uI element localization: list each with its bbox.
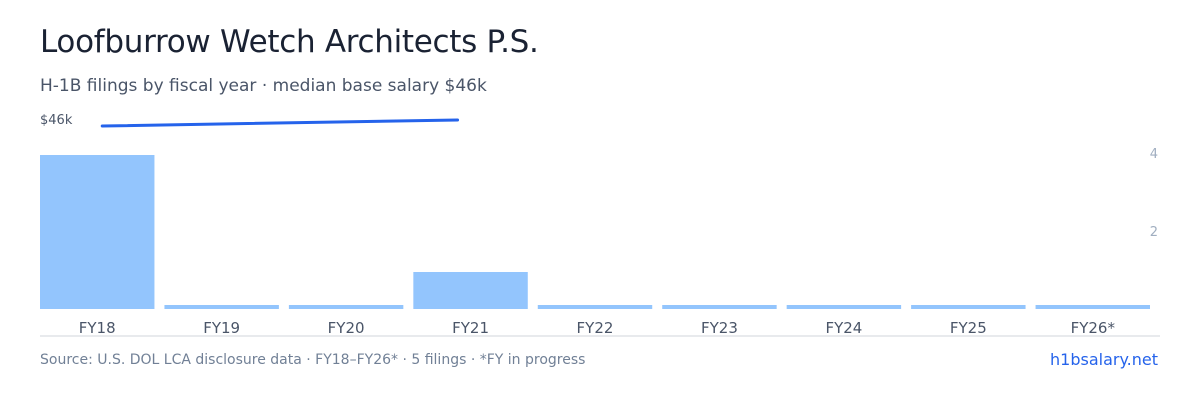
source-note: Source: U.S. DOL LCA disclosure data · F… [40, 352, 586, 368]
x-tick-label: FY19 [203, 319, 240, 337]
x-tick-label: FY26* [1071, 319, 1116, 337]
bar-chart: FY18 FY19 FY20 FY21 FY22 FY23 FY24 FY25 FY26* 2 4 $… [40, 113, 1160, 337]
bar-fy19 [164, 305, 279, 309]
chart-title: Loofburrow Wetch Architects P.S. [40, 24, 539, 60]
bar-fy25 [911, 305, 1026, 309]
site-link[interactable]: h1bsalary.net [1050, 350, 1158, 369]
chart-subtitle: H-1B filings by fiscal year · median bas… [40, 76, 487, 96]
bar-fy21 [413, 272, 528, 309]
x-tick-label: FY20 [328, 319, 365, 337]
bar-fy26-in-progress [1035, 305, 1150, 309]
x-tick-label: FY24 [825, 319, 862, 337]
bar-fy23 [662, 305, 777, 309]
x-tick-label: FY21 [452, 319, 489, 337]
median-salary-line [100, 118, 460, 128]
bar-fy24 [786, 305, 902, 309]
x-tick-label: FY25 [950, 319, 987, 337]
left-axis-tick-label: $46k [40, 113, 73, 128]
x-tick-label: FY22 [577, 319, 614, 337]
right-axis-tick-label: 4 [1150, 147, 1158, 162]
right-axis-tick-label: 2 [1150, 225, 1158, 240]
bar-fy18 [40, 155, 155, 309]
x-tick-label: FY23 [701, 319, 738, 337]
bar-fy22 [537, 305, 653, 309]
x-tick-label: FY18 [79, 319, 116, 337]
bar-fy20 [288, 305, 404, 309]
